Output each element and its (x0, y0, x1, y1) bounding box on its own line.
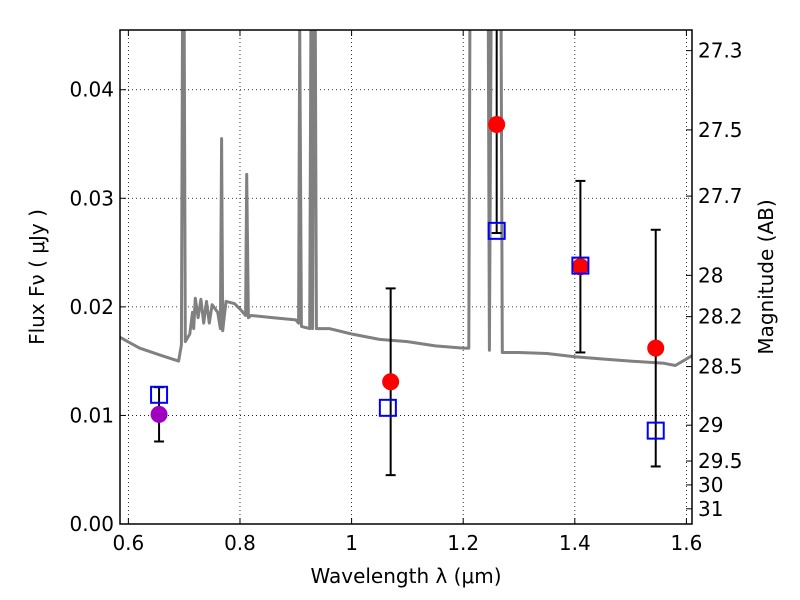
spectrum-layer (120, 30, 692, 367)
x-tick-label: 1.4 (559, 531, 591, 555)
observed-point (647, 339, 665, 357)
observed-point (571, 258, 589, 276)
y2-axis-label: Magnitude (AB) (754, 199, 778, 354)
y2-tick-label: 28 (698, 263, 723, 287)
x-tick-label: 0.6 (112, 531, 144, 555)
y-axis-label: Flux Fν ( μJy ) (25, 209, 49, 345)
y2-tick-label: 29 (698, 413, 723, 437)
y2-tick-label: 30 (698, 473, 723, 497)
observed-points (150, 115, 665, 423)
y2-tick-label: 29.5 (698, 449, 743, 473)
y-tick-label: 0.01 (69, 403, 114, 427)
model-point (646, 421, 665, 440)
y-tick-label: 0.03 (69, 186, 114, 210)
y-axis-ticks: 0.00 0.01 0.02 0.03 0.04 (69, 78, 126, 536)
y-tick-label: 0.00 (69, 512, 114, 536)
y2-tick-label: 28.2 (698, 305, 743, 329)
observed-point (150, 405, 168, 423)
x-tick-label: 0.8 (224, 531, 256, 555)
grid (120, 30, 692, 525)
model-point (487, 221, 506, 240)
y2-tick-label: 27.7 (698, 184, 743, 208)
model-point (378, 398, 397, 417)
x-tick-label: 1.6 (671, 531, 703, 555)
model-point (571, 256, 590, 275)
errorbar-layer (154, 30, 661, 477)
y2-tick-label: 28.5 (698, 355, 743, 379)
y2-tick-label: 31 (698, 497, 723, 521)
spectrum-line (120, 30, 692, 367)
x-tick-label: 1.2 (447, 531, 479, 555)
y-tick-label: 0.02 (69, 295, 114, 319)
model-point (150, 385, 169, 404)
model-points (150, 221, 665, 440)
y-tick-label: 0.04 (69, 78, 114, 102)
x-axis-label: Wavelength λ (μm) (310, 564, 501, 588)
x-axis-ticks: 0.6 0.8 1 1.2 1.4 1.6 (112, 30, 702, 555)
observed-point (488, 115, 506, 133)
y2-tick-label: 27.5 (698, 118, 743, 142)
observed-point (382, 373, 400, 391)
plot-frame (119, 29, 693, 525)
y2-tick-label: 27.3 (698, 39, 743, 63)
x-tick-label: 1 (345, 531, 358, 555)
